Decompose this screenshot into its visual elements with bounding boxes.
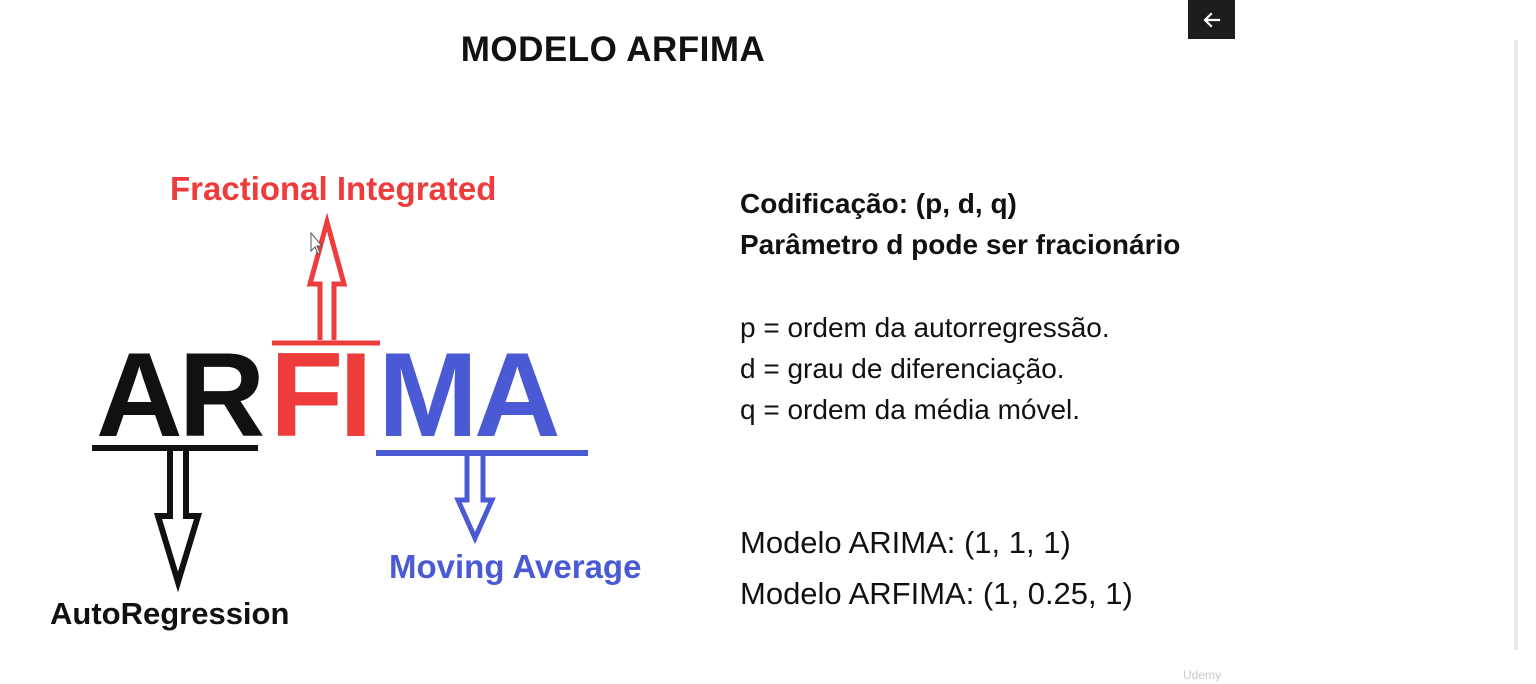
example-arima: Modelo ARIMA: (1, 1, 1) [740,525,1071,560]
definition-q: q = ordem da média móvel. [740,394,1081,425]
definition-d: d = grau de diferenciação. [740,353,1065,384]
scrollbar-track[interactable] [1514,40,1518,650]
mouse-cursor-icon [310,231,324,255]
codification-text: Codificação: (p, d, q) [740,188,1017,219]
label-autoregression: AutoRegression [50,596,290,631]
udemy-watermark: Udemy [1183,668,1222,682]
definition-p: p = ordem da autorregressão. [740,312,1110,343]
letters-ma: MA [378,328,561,462]
label-fractional-integrated: Fractional Integrated [170,170,497,207]
ar-down-arrow [153,451,203,593]
example-arfima: Modelo ARFIMA: (1, 0.25, 1) [740,576,1133,611]
arrow-left-icon [1202,11,1220,28]
arfima-diagram [92,212,588,593]
letters-ar: AR [96,328,265,462]
ma-down-arrow [454,456,496,545]
back-button[interactable] [1188,0,1235,39]
slide: MODELO ARFIMA Fractional Integrated AR F… [50,30,1222,682]
param-note-text: Parâmetro d pode ser fracionário [740,229,1181,260]
label-moving-average: Moving Average [389,548,642,585]
letters-fi: FI [270,328,373,462]
slide-title: MODELO ARFIMA [460,30,766,69]
side-panel [1232,0,1536,684]
fi-up-arrow [306,212,348,340]
